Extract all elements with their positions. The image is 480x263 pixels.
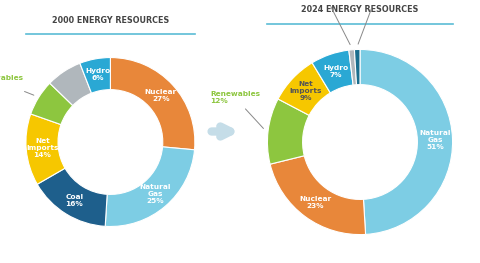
Text: Natural
Gas
25%: Natural Gas 25% — [139, 184, 171, 204]
Text: Nuclear
23%: Nuclear 23% — [300, 196, 332, 209]
Wedge shape — [312, 50, 353, 93]
Text: Net
Imports
9%: Net Imports 9% — [289, 81, 322, 101]
Text: Natural
Gas
51%: Natural Gas 51% — [419, 130, 451, 150]
Wedge shape — [105, 147, 194, 226]
Wedge shape — [31, 83, 73, 125]
Text: Hydro
7%: Hydro 7% — [323, 65, 348, 78]
Wedge shape — [26, 114, 65, 184]
Text: Oil
<1%: Oil <1% — [315, 0, 350, 45]
Wedge shape — [80, 58, 110, 93]
Wedge shape — [37, 168, 107, 226]
Text: Renewables
7%: Renewables 7% — [0, 75, 34, 95]
Wedge shape — [360, 49, 453, 234]
Wedge shape — [349, 50, 357, 85]
Wedge shape — [50, 63, 92, 105]
Text: Coal
<1%: Coal <1% — [358, 0, 386, 44]
Text: 2000 ENERGY RESOURCES: 2000 ENERGY RESOURCES — [52, 17, 169, 26]
Wedge shape — [270, 156, 366, 235]
Text: Hydro
6%: Hydro 6% — [85, 68, 110, 81]
Text: Renewables
12%: Renewables 12% — [210, 91, 264, 129]
Wedge shape — [354, 49, 360, 85]
Text: Coal
16%: Coal 16% — [65, 194, 84, 207]
Wedge shape — [278, 63, 330, 115]
Wedge shape — [110, 58, 195, 150]
Text: Net
Imports
14%: Net Imports 14% — [26, 138, 59, 158]
Text: 2024 ENERGY RESOURCES: 2024 ENERGY RESOURCES — [301, 5, 419, 14]
Wedge shape — [267, 99, 309, 164]
Text: Nuclear
27%: Nuclear 27% — [145, 89, 177, 102]
